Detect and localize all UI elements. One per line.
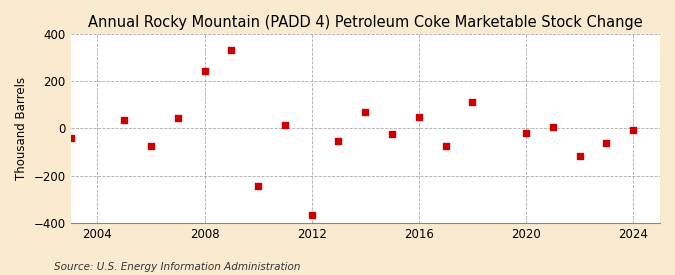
Point bbox=[467, 100, 478, 104]
Point bbox=[306, 212, 317, 217]
Point bbox=[226, 48, 237, 53]
Point bbox=[547, 125, 558, 130]
Text: Source: U.S. Energy Information Administration: Source: U.S. Energy Information Administ… bbox=[54, 262, 300, 271]
Point bbox=[333, 139, 344, 144]
Y-axis label: Thousand Barrels: Thousand Barrels bbox=[15, 77, 28, 180]
Point bbox=[440, 144, 451, 148]
Point bbox=[119, 118, 130, 122]
Point bbox=[199, 68, 210, 73]
Point bbox=[414, 114, 425, 119]
Point bbox=[65, 136, 76, 140]
Title: Annual Rocky Mountain (PADD 4) Petroleum Coke Marketable Stock Change: Annual Rocky Mountain (PADD 4) Petroleum… bbox=[88, 15, 643, 30]
Point bbox=[252, 184, 263, 188]
Point bbox=[574, 153, 585, 158]
Point bbox=[520, 131, 531, 135]
Point bbox=[172, 116, 183, 120]
Point bbox=[601, 140, 612, 145]
Point bbox=[387, 132, 398, 136]
Point bbox=[360, 110, 371, 115]
Point bbox=[279, 123, 290, 127]
Point bbox=[628, 127, 639, 132]
Point bbox=[146, 144, 157, 148]
